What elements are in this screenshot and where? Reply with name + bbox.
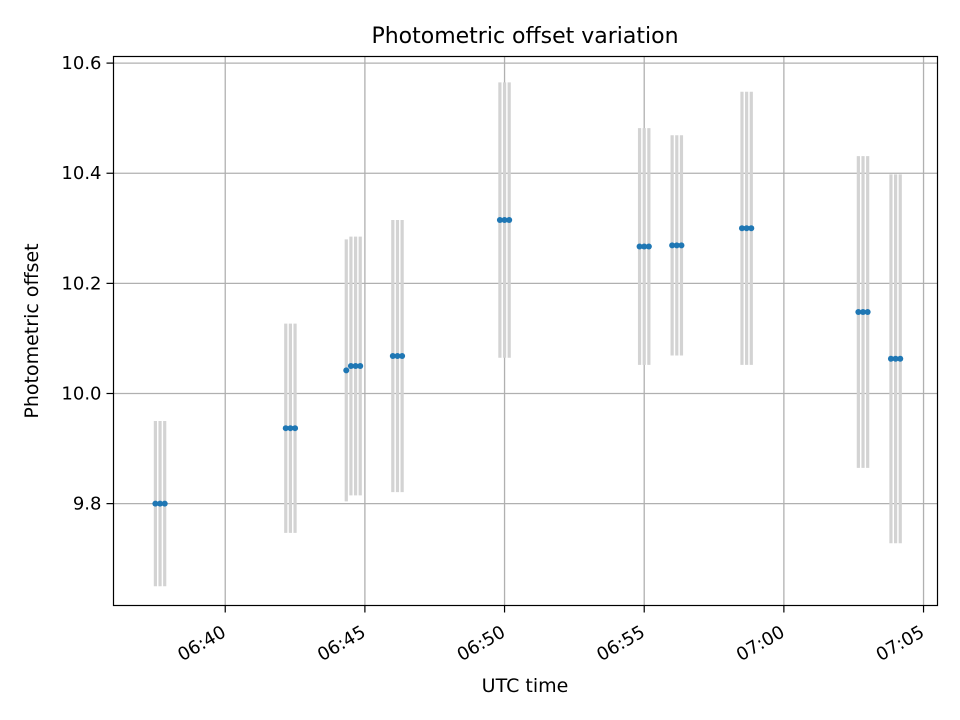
- data-point: [506, 217, 513, 224]
- data-point: [897, 355, 904, 362]
- data-point: [855, 309, 862, 316]
- data-point: [748, 225, 755, 232]
- data-point: [887, 355, 894, 362]
- data-point: [864, 309, 871, 316]
- chart-title: Photometric offset variation: [371, 24, 678, 49]
- data-points: [152, 217, 904, 507]
- data-point: [292, 425, 299, 432]
- data-point: [287, 425, 294, 432]
- data-point: [389, 353, 396, 360]
- y-tick-label: 10.4: [61, 163, 101, 184]
- y-tick-label: 10.6: [61, 53, 101, 74]
- data-point: [152, 500, 159, 507]
- data-point: [282, 425, 289, 432]
- data-point: [641, 243, 648, 250]
- y-tick-label: 10.0: [61, 383, 101, 404]
- x-axis-label: UTC time: [482, 675, 569, 697]
- plot-frame: [112, 55, 939, 607]
- data-point: [645, 243, 652, 250]
- data-point: [860, 309, 867, 316]
- data-point: [347, 362, 354, 369]
- data-point: [394, 353, 401, 360]
- data-point: [738, 225, 745, 232]
- y-tick-label: 10.2: [61, 273, 101, 294]
- data-point: [678, 242, 685, 249]
- data-point: [636, 243, 643, 250]
- data-point: [673, 242, 680, 249]
- data-point: [496, 217, 503, 224]
- data-point: [743, 225, 750, 232]
- data-point: [343, 367, 350, 374]
- data-point: [399, 353, 406, 360]
- data-point: [669, 242, 676, 249]
- y-axis-ticks: 9.8 10.0 10.2 10.4 10.6: [61, 53, 114, 515]
- data-point: [161, 500, 168, 507]
- data-point: [352, 362, 359, 369]
- data-point: [501, 217, 508, 224]
- y-axis-label: Photometric offset: [21, 243, 43, 418]
- data-point: [157, 500, 164, 507]
- data-point: [357, 362, 364, 369]
- y-tick-label: 9.8: [73, 494, 102, 515]
- data-point: [892, 355, 899, 362]
